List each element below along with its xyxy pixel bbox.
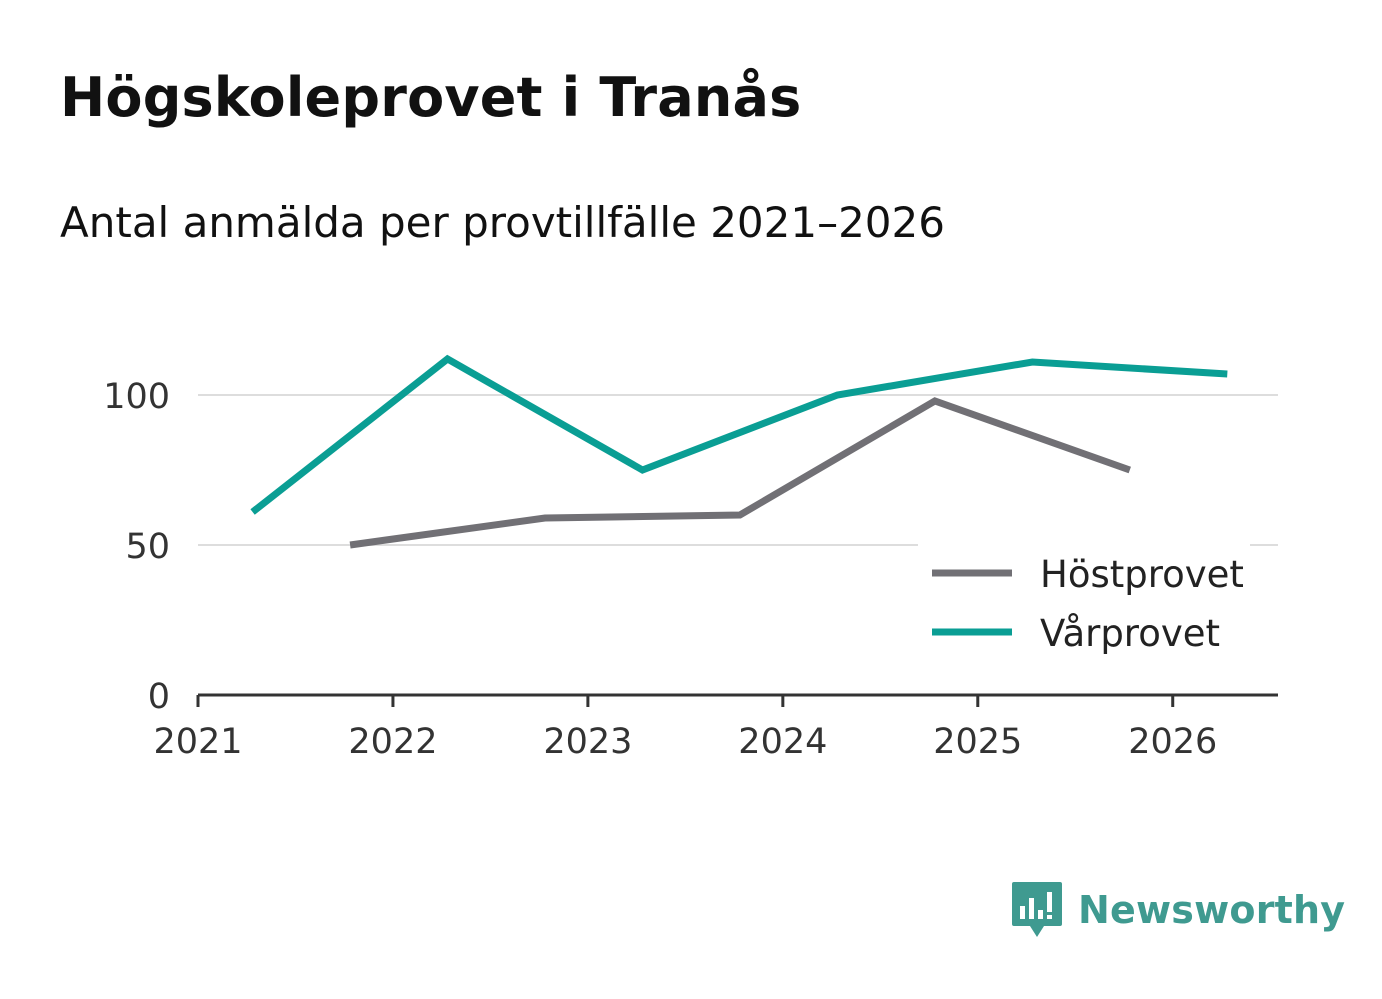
- legend-label-hostprovet: Höstprovet: [1040, 553, 1244, 596]
- grid-lines: [198, 394, 1278, 546]
- x-tick-label: 2025: [933, 722, 1022, 762]
- x-tick-label: 2022: [348, 722, 437, 762]
- legend: Höstprovet Vårprovet: [918, 542, 1250, 664]
- series-line-hostprovet: [349, 397, 1131, 549]
- y-tick-label: 100: [103, 377, 170, 417]
- series-lines: [250, 354, 1228, 549]
- x-tick-label: 2024: [738, 722, 827, 762]
- x-tick-label: 2023: [543, 722, 632, 762]
- x-axis-ticks: 2021 2022 2023 2024 2025 2026: [153, 695, 1217, 762]
- brand-name: Newsworthy: [1078, 888, 1346, 932]
- x-tick-label: 2021: [153, 722, 242, 762]
- legend-background: [918, 542, 1250, 664]
- y-tick-label: 50: [125, 527, 170, 567]
- newsworthy-bar-chart-icon: [1012, 882, 1062, 937]
- series-line-varprovet: [250, 354, 1228, 515]
- x-tick-label: 2026: [1128, 722, 1217, 762]
- legend-label-varprovet: Vårprovet: [1040, 612, 1220, 655]
- y-axis-ticks: 0 50 100: [103, 377, 170, 717]
- chart-title: Högskoleprovet i Tranås: [60, 66, 802, 129]
- brand-logo: Newsworthy: [1010, 880, 1345, 940]
- y-tick-label: 0: [148, 677, 170, 717]
- chart-subtitle: Antal anmälda per provtillfälle 2021–202…: [60, 198, 945, 247]
